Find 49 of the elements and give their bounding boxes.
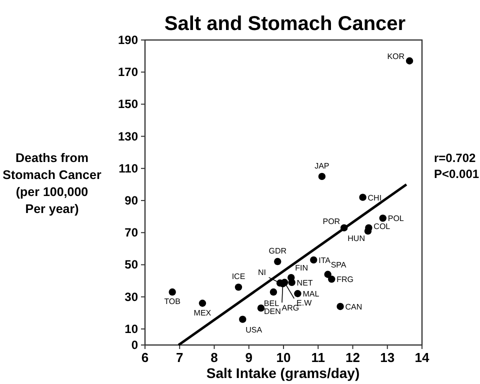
annotation: USA [246,325,263,334]
y-tick-label: 150 [118,97,138,112]
annotation: NET [296,278,313,288]
annotation: TOB [164,297,181,306]
annotation: NI [258,268,266,278]
annotation: ARG [282,304,300,313]
annotation: COL [374,222,391,231]
y-tick-label: 130 [118,129,138,144]
y-tick-label: 190 [118,33,138,47]
annotation: MEX [194,308,212,318]
x-tick-label: 9 [245,350,252,365]
x-tick-label: 7 [176,350,184,365]
annotation: E.W [296,298,312,308]
annotation: MAL [302,290,320,299]
chart-title: Salt and Stomach Cancer [164,13,406,35]
y-axis-title: Deaths from Stomach Cancer (per 100,000 Per year) [2,151,102,216]
y-tick-label: 170 [118,65,138,80]
annotation: KOR [387,52,405,61]
annotation: CHI [368,193,382,202]
annotation: BEL [264,299,280,308]
y-tick-label: 110 [118,161,138,176]
annotation: JAP [314,161,330,170]
annotation: FRG [336,275,354,284]
x-tick-label: 10 [276,350,291,365]
annotation: SPA [330,260,347,270]
annotation: DEN [264,307,282,316]
y-tick-label: 10 [124,322,138,336]
x-axis-title: Salt Intake (grams/day) [206,365,360,381]
annotation: GDR [268,246,287,256]
annotation: CAN [345,302,362,312]
y-tick-label: 90 [124,194,138,208]
y-tick-label: 0 [131,338,138,352]
annotation: POR [322,216,340,226]
annotation: ICE [232,272,246,282]
annotation: POL [388,214,404,224]
text: P<0.001 [434,167,480,181]
x-tick-label: 13 [380,350,395,365]
annotation: HUN [348,234,366,244]
annotation: FIN [295,264,308,273]
x-tick-label: 11 [311,350,325,365]
x-tick-label: 14 [414,350,430,365]
y-tick-label: 70 [124,226,138,240]
y-tick-label: 30 [124,290,138,304]
annotation: ITA [318,256,332,265]
text: r=0.702 [434,151,476,165]
y-tick-label: 50 [124,258,138,272]
x-tick-label: 8 [210,350,218,365]
x-tick-label: 6 [141,350,149,365]
x-tick-label: 12 [346,350,360,365]
